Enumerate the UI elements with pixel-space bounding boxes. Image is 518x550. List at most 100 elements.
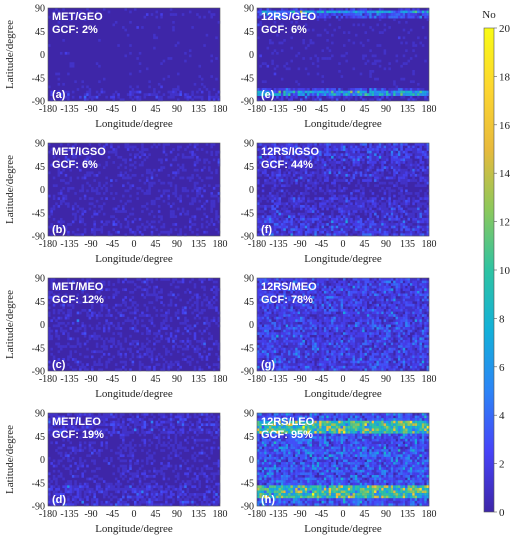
heatmap-cell: [333, 179, 336, 182]
heatmap-cell: [131, 319, 135, 323]
heatmap-cell: [69, 337, 73, 341]
heatmap-cell: [191, 423, 194, 427]
heatmap-cell: [129, 153, 132, 157]
heatmap-cell: [271, 194, 274, 198]
heatmap-cell: [55, 498, 58, 501]
heatmap-cell: [400, 10, 403, 14]
heatmap-cell: [174, 428, 178, 432]
heatmap-cell: [417, 174, 420, 177]
heatmap-cell: [198, 186, 202, 190]
heatmap-cell: [261, 80, 265, 84]
heatmap-cell: [76, 360, 80, 364]
heatmap-cell: [292, 10, 296, 14]
heatmap-cell: [338, 186, 341, 190]
heatmap-cell: [205, 428, 209, 432]
heatmap-cell: [88, 428, 92, 432]
heatmap-cell: [186, 194, 190, 198]
heatmap-cell: [309, 148, 313, 151]
heatmap-cell: [110, 345, 113, 348]
heatmap-cell: [354, 13, 358, 16]
heatmap-cell: [181, 418, 185, 421]
heatmap-cell: [323, 179, 327, 182]
heatmap-cell: [150, 420, 154, 424]
heatmap-cell: [122, 309, 125, 312]
heatmap-cell: [57, 309, 61, 312]
heatmap-cell: [91, 498, 94, 501]
heatmap-cell: [376, 15, 379, 19]
heatmap-cell: [261, 148, 265, 151]
heatmap-cell: [203, 316, 206, 320]
heatmap-cell: [343, 179, 346, 182]
heatmap-cell: [369, 210, 372, 213]
heatmap-cell: [98, 415, 101, 419]
heatmap-cell: [148, 153, 151, 157]
heatmap-cell: [359, 202, 363, 206]
heatmap-cell: [153, 368, 156, 372]
heatmap-cell: [290, 36, 293, 40]
heatmap-cell: [184, 500, 187, 504]
heatmap-cell: [205, 176, 209, 180]
heatmap-cell: [326, 145, 329, 149]
heatmap-cell: [376, 10, 379, 14]
heatmap-cell: [288, 197, 291, 200]
heatmap-cell: [86, 413, 89, 416]
heatmap-cell: [210, 423, 213, 427]
heatmap-cell: [86, 368, 89, 372]
heatmap-cell: [266, 205, 270, 208]
heatmap-cell: [205, 298, 209, 302]
heatmap-cell: [181, 207, 185, 211]
heatmap-cell: [352, 205, 356, 208]
heatmap-cell: [55, 8, 58, 11]
heatmap-cell: [316, 150, 320, 154]
heatmap-cell: [169, 205, 173, 208]
heatmap-cell: [193, 283, 197, 286]
heatmap-cell: [378, 176, 382, 180]
heatmap-cell: [98, 290, 101, 294]
heatmap-cell: [273, 212, 277, 216]
heatmap-cell: [112, 420, 116, 424]
heatmap-cell: [64, 285, 68, 289]
heatmap-cell: [165, 347, 168, 351]
heatmap-cell: [323, 192, 327, 195]
heatmap-cell: [264, 15, 267, 19]
heatmap-cell: [86, 340, 89, 343]
heatmap-cell: [397, 161, 401, 164]
heatmap-cell: [397, 168, 401, 172]
heatmap-cell: [421, 26, 425, 29]
heatmap-cell: [217, 358, 221, 361]
heatmap-cell: [393, 194, 396, 198]
heatmap-cell: [122, 472, 125, 476]
heatmap-cell: [316, 153, 320, 157]
heatmap-cell: [88, 487, 92, 491]
heatmap-cell: [174, 314, 178, 317]
heatmap-cell: [319, 8, 322, 11]
heatmap-cell: [193, 332, 197, 335]
heatmap-cell: [412, 163, 415, 167]
heatmap-cell: [131, 431, 135, 434]
heatmap-cell: [210, 192, 213, 195]
heatmap-cell: [304, 10, 308, 14]
heatmap-cell: [74, 475, 77, 478]
heatmap-cell: [136, 472, 139, 476]
heatmap-cell: [205, 415, 209, 419]
heatmap-cell: [62, 179, 65, 182]
heatmap-cell: [319, 148, 322, 151]
heatmap-cell: [179, 482, 182, 486]
heatmap-cell: [93, 223, 96, 226]
heatmap-cell: [107, 485, 111, 489]
heatmap-cell: [378, 155, 382, 159]
heatmap-cell: [212, 477, 216, 481]
heatmap-cell: [148, 418, 151, 421]
heatmap-cell: [300, 212, 303, 216]
heatmap-cell: [95, 62, 99, 65]
heatmap-cell: [203, 184, 206, 188]
heatmap-cell: [172, 28, 175, 32]
heatmap-cell: [381, 210, 384, 213]
heatmap-cell: [131, 475, 135, 478]
heatmap-cell: [412, 150, 415, 154]
heatmap-cell: [74, 329, 77, 333]
heatmap-cell: [205, 316, 209, 320]
heatmap-cell: [122, 207, 125, 211]
heatmap-cell: [110, 233, 113, 237]
heatmap-cell: [338, 13, 341, 16]
